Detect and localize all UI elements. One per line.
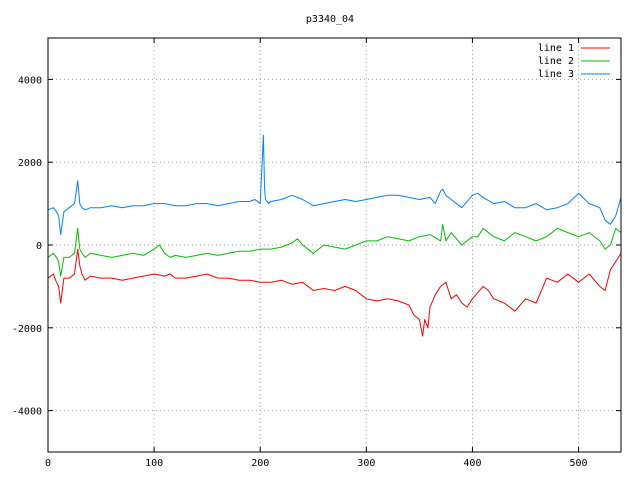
legend-label: line 2 [538,56,574,67]
plot-frame [47,37,622,453]
y-tick-label: -4000 [12,407,42,418]
legend-label: line 3 [538,69,574,80]
x-tick-label: 500 [570,458,588,469]
x-tick-label: 300 [357,458,375,469]
grid-layer [48,38,621,452]
x-tick-label: 0 [45,458,51,469]
series-layer [47,134,622,337]
legend-label: line 1 [538,43,574,54]
series-line-2 [47,223,622,277]
y-tick-label: 0 [36,241,42,252]
chart-title: p3340_04 [306,14,354,25]
y-tick-label: 2000 [18,158,42,169]
x-tick-label: 400 [463,458,481,469]
series-line-3 [47,134,622,236]
legend: line 1 line 2 line 3 [538,43,610,80]
y-tick-label: -2000 [12,324,42,335]
x-tick-label: 200 [251,458,269,469]
x-tick-label: 100 [145,458,163,469]
y-tick-label: 4000 [18,75,42,86]
tick-layer: 0 100 200 300 400 500 -4000 -2000 0 2000 4000 [12,38,621,469]
series-line-1 [47,248,622,337]
